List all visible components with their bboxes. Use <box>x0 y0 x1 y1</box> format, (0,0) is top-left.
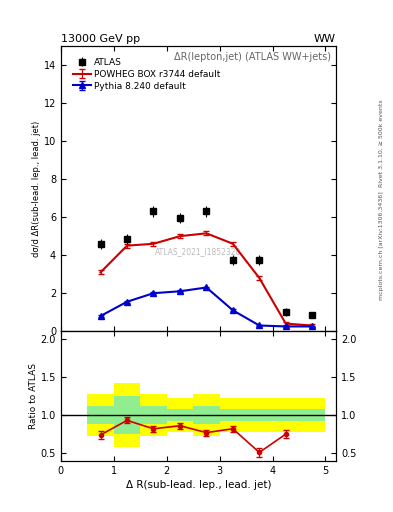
Text: ΔR(lepton,jet) (ATLAS WW+jets): ΔR(lepton,jet) (ATLAS WW+jets) <box>174 52 331 62</box>
X-axis label: Δ R(sub-lead. lep., lead. jet): Δ R(sub-lead. lep., lead. jet) <box>126 480 271 490</box>
Text: mcplots.cern.ch [arXiv:1306.3436]: mcplots.cern.ch [arXiv:1306.3436] <box>379 191 384 300</box>
Text: 13000 GeV pp: 13000 GeV pp <box>61 33 140 44</box>
Y-axis label: Ratio to ATLAS: Ratio to ATLAS <box>29 363 38 429</box>
Text: ATLAS_2021_I1852328: ATLAS_2021_I1852328 <box>155 247 242 256</box>
Legend: ATLAS, POWHEG BOX r3744 default, Pythia 8.240 default: ATLAS, POWHEG BOX r3744 default, Pythia … <box>71 56 222 92</box>
Text: WW: WW <box>314 33 336 44</box>
Y-axis label: dσ/d ΔR(sub-lead. lep., lead. jet): dσ/d ΔR(sub-lead. lep., lead. jet) <box>32 120 41 257</box>
Text: Rivet 3.1.10, ≥ 500k events: Rivet 3.1.10, ≥ 500k events <box>379 99 384 187</box>
